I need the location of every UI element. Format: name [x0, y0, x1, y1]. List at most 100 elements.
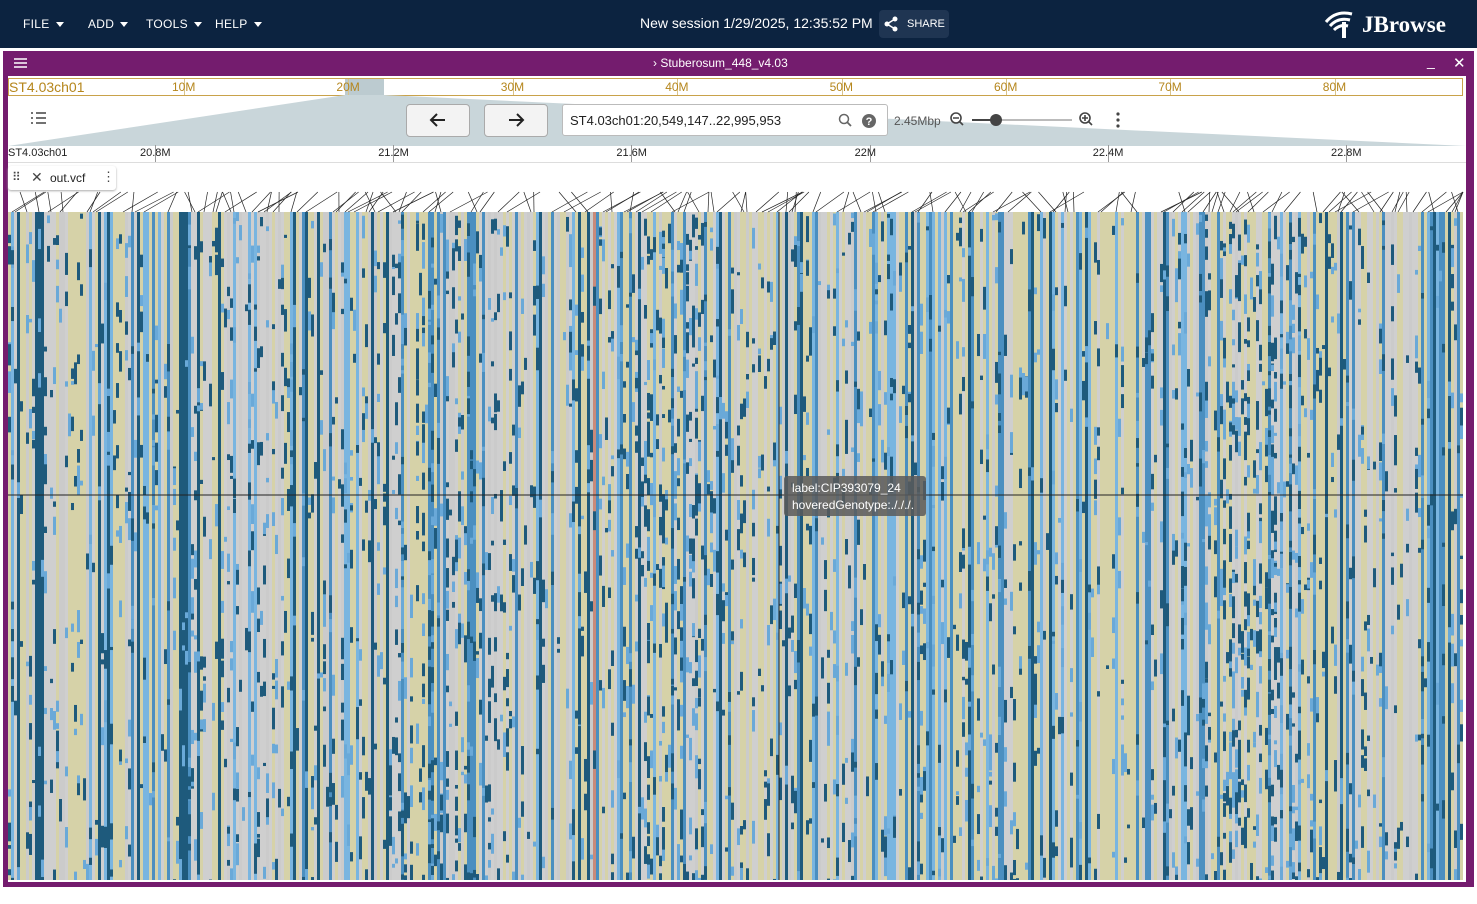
genotype-cell	[1427, 383, 1430, 391]
genotype-cell	[1220, 701, 1223, 707]
menu-file[interactable]: FILE	[23, 17, 64, 31]
matrix-column	[1268, 212, 1271, 880]
genotype-cell	[662, 565, 665, 588]
genotype-cell	[881, 829, 884, 852]
genotype-cell	[200, 361, 203, 367]
genotype-cell	[224, 536, 227, 542]
genotype-cell	[1448, 332, 1451, 351]
genotype-cell	[401, 560, 404, 577]
genotype-cell	[1181, 532, 1184, 539]
genotype-cell	[302, 369, 305, 375]
genotype-cell	[290, 457, 293, 465]
variant-connector	[344, 191, 369, 213]
genotype-cell	[203, 656, 206, 668]
matrix-column	[230, 212, 233, 880]
location-box[interactable]: ST4.03ch01:20,549,147..22,995,953 ?	[562, 104, 888, 136]
genotype-cell	[575, 388, 578, 402]
close-button[interactable]: ✕	[1453, 55, 1466, 72]
genotype-cell	[431, 304, 434, 310]
genotype-cell	[650, 482, 653, 506]
view-menu-icon[interactable]	[13, 57, 29, 69]
genotype-cell	[1310, 793, 1313, 801]
zoom-slider[interactable]	[946, 108, 1131, 132]
genotype-cell	[725, 444, 728, 456]
genotype-cell	[1208, 624, 1211, 645]
genotype-cell	[488, 701, 491, 723]
genotype-cell	[452, 601, 455, 608]
genotype-cell	[707, 470, 710, 483]
matrix-column	[1445, 212, 1448, 880]
track-selector-icon[interactable]	[30, 111, 48, 127]
genotype-cell	[674, 443, 677, 453]
genotype-cell	[1181, 423, 1184, 430]
genotype-cell	[1097, 348, 1100, 367]
genotype-cell	[1220, 240, 1223, 251]
matrix-column	[1259, 212, 1262, 880]
genotype-cell	[521, 746, 524, 765]
track-close[interactable]: ✕	[31, 169, 43, 185]
genotype-cell	[176, 840, 179, 864]
variant-connector	[203, 191, 208, 213]
variant-connector	[571, 191, 589, 213]
genotype-cell	[1298, 335, 1301, 351]
genotype-cell	[908, 342, 911, 349]
matrix-column	[941, 212, 944, 880]
matrix-column	[116, 212, 119, 880]
session-name[interactable]: New session 1/29/2025, 12:35:52 PM	[640, 15, 873, 31]
logo-text: JBrowse	[1362, 12, 1446, 37]
menu-add[interactable]: ADD	[88, 17, 128, 31]
genotype-cell	[1451, 511, 1454, 531]
matrix-column	[107, 212, 110, 880]
genotype-cell	[1232, 623, 1235, 639]
genotype-cell	[464, 813, 467, 833]
genotype-cell	[965, 767, 968, 777]
genotype-cell	[1394, 848, 1397, 852]
forward-button[interactable]	[484, 104, 548, 137]
matrix-column	[542, 212, 545, 880]
genotype-cell	[11, 306, 14, 322]
genotype-cell	[404, 792, 407, 813]
genotype-cell	[995, 807, 998, 817]
genotype-cell	[305, 646, 308, 664]
genotype-cell	[188, 266, 191, 283]
genotype-cell	[248, 273, 251, 279]
genotype-cell	[113, 410, 116, 424]
genotype-cell	[941, 579, 944, 588]
matrix-column	[1073, 212, 1076, 880]
genotype-cell	[641, 797, 644, 820]
menu-help[interactable]: HELP	[215, 17, 262, 31]
back-button[interactable]	[406, 104, 470, 137]
genotype-cell	[1175, 866, 1178, 880]
genotype-cell	[401, 802, 404, 810]
genotype-cell	[1220, 402, 1223, 425]
genotype-cell	[884, 452, 887, 470]
matrix-column	[170, 212, 173, 880]
share-button[interactable]: SHARE	[879, 10, 949, 38]
genotype-cell	[86, 553, 89, 570]
genotype-cell	[323, 661, 326, 675]
genotype-cell	[998, 425, 1001, 434]
variant-connector	[755, 191, 780, 213]
genotype-cell	[1166, 720, 1169, 726]
genotype-cell	[1292, 872, 1295, 880]
genotype-cell	[248, 443, 251, 453]
variant-connector	[380, 191, 397, 213]
matrix-column	[353, 212, 356, 880]
ruler-tick-label: 22.8M	[1331, 147, 1362, 159]
genotype-cell	[608, 337, 611, 343]
genotype-cell	[809, 739, 812, 762]
genotype-cell	[623, 629, 626, 640]
genotype-cell	[569, 244, 572, 268]
genotype-cell	[155, 505, 158, 511]
minimize-button[interactable]: _	[1427, 53, 1435, 69]
genotype-cell	[689, 411, 692, 421]
track-menu[interactable]: ⋮	[102, 169, 115, 184]
menu-tools[interactable]: TOOLS	[146, 17, 202, 31]
genotype-cell	[452, 556, 455, 576]
matrix-column	[101, 212, 104, 880]
genotype-cell	[848, 565, 851, 589]
genotype-cell	[1163, 555, 1166, 560]
ruler	[8, 145, 1466, 163]
genotype-cell	[1241, 827, 1244, 845]
drag-handle[interactable]: ⠿	[12, 170, 21, 184]
